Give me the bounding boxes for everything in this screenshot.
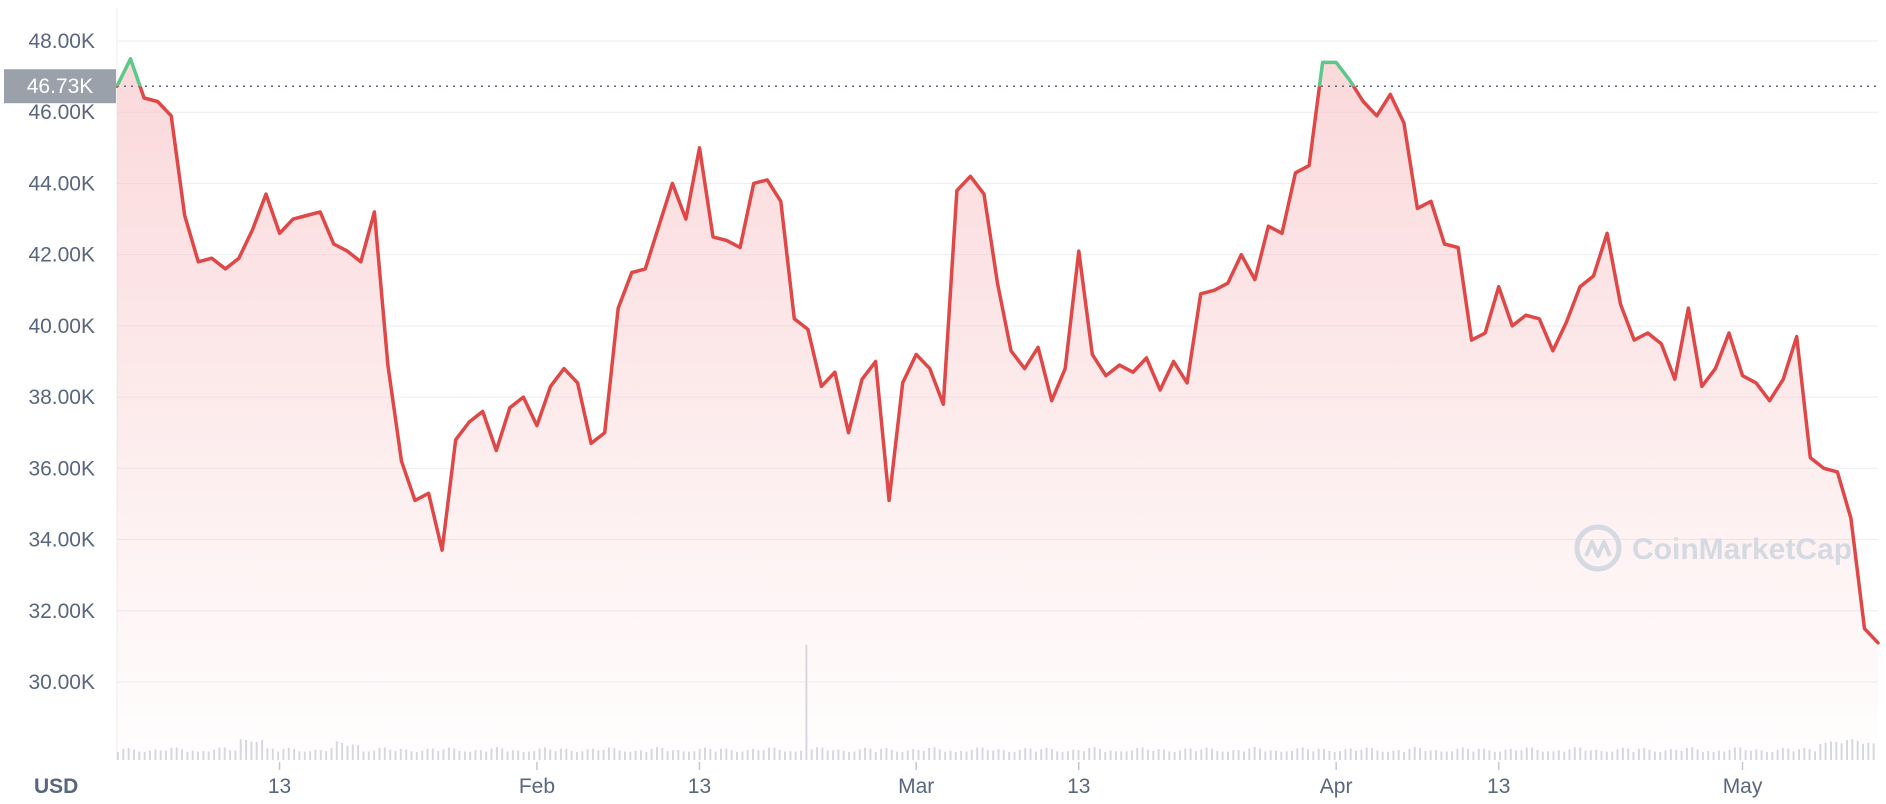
- reference-price-badge: 46.73K: [4, 69, 116, 104]
- y-tick-label: 36.00K: [28, 457, 95, 480]
- currency-unit-label: USD: [34, 775, 78, 798]
- y-axis-labels: 30.00K 32.00K 34.00K 36.00K 38.00K 40.00K 42.0…: [28, 30, 95, 694]
- y-tick-label: 48.00K: [28, 30, 95, 53]
- reference-price-badge-bg: [4, 69, 116, 104]
- x-tick-label: Feb: [519, 775, 555, 798]
- y-tick-label: 30.00K: [28, 671, 95, 694]
- y-tick-label: 42.00K: [28, 244, 95, 267]
- y-tick-label: 44.00K: [28, 172, 95, 195]
- y-tick-label: 40.00K: [28, 315, 95, 338]
- y-tick-label: 38.00K: [28, 386, 95, 409]
- y-tick-label: 32.00K: [28, 600, 95, 623]
- price-line-down: [115, 86, 1880, 645]
- x-tick-label: May: [1723, 775, 1763, 798]
- reference-price-label: 46.73K: [27, 75, 94, 98]
- price-area-fill: [117, 58, 1878, 761]
- x-tick-label: 13: [688, 775, 711, 798]
- x-axis-labels: 13 Feb 13 Mar 13 Apr 13 May: [268, 762, 1763, 798]
- x-tick-label: 13: [1487, 775, 1510, 798]
- watermark-text: CoinMarketCap: [1632, 533, 1852, 566]
- coinmarketcap-logo-wave: [1584, 540, 1612, 558]
- y-tick-label: 34.00K: [28, 529, 95, 552]
- x-tick-label: Apr: [1320, 775, 1353, 798]
- x-tick-label: 13: [1067, 775, 1090, 798]
- x-tick-label: Mar: [898, 775, 934, 798]
- coinmarketcap-logo-icon: [1574, 524, 1622, 572]
- coinmarketcap-watermark: CoinMarketCap: [1574, 524, 1852, 572]
- y-tick-label: 46.00K: [28, 101, 95, 124]
- x-tick-label: 13: [268, 775, 291, 798]
